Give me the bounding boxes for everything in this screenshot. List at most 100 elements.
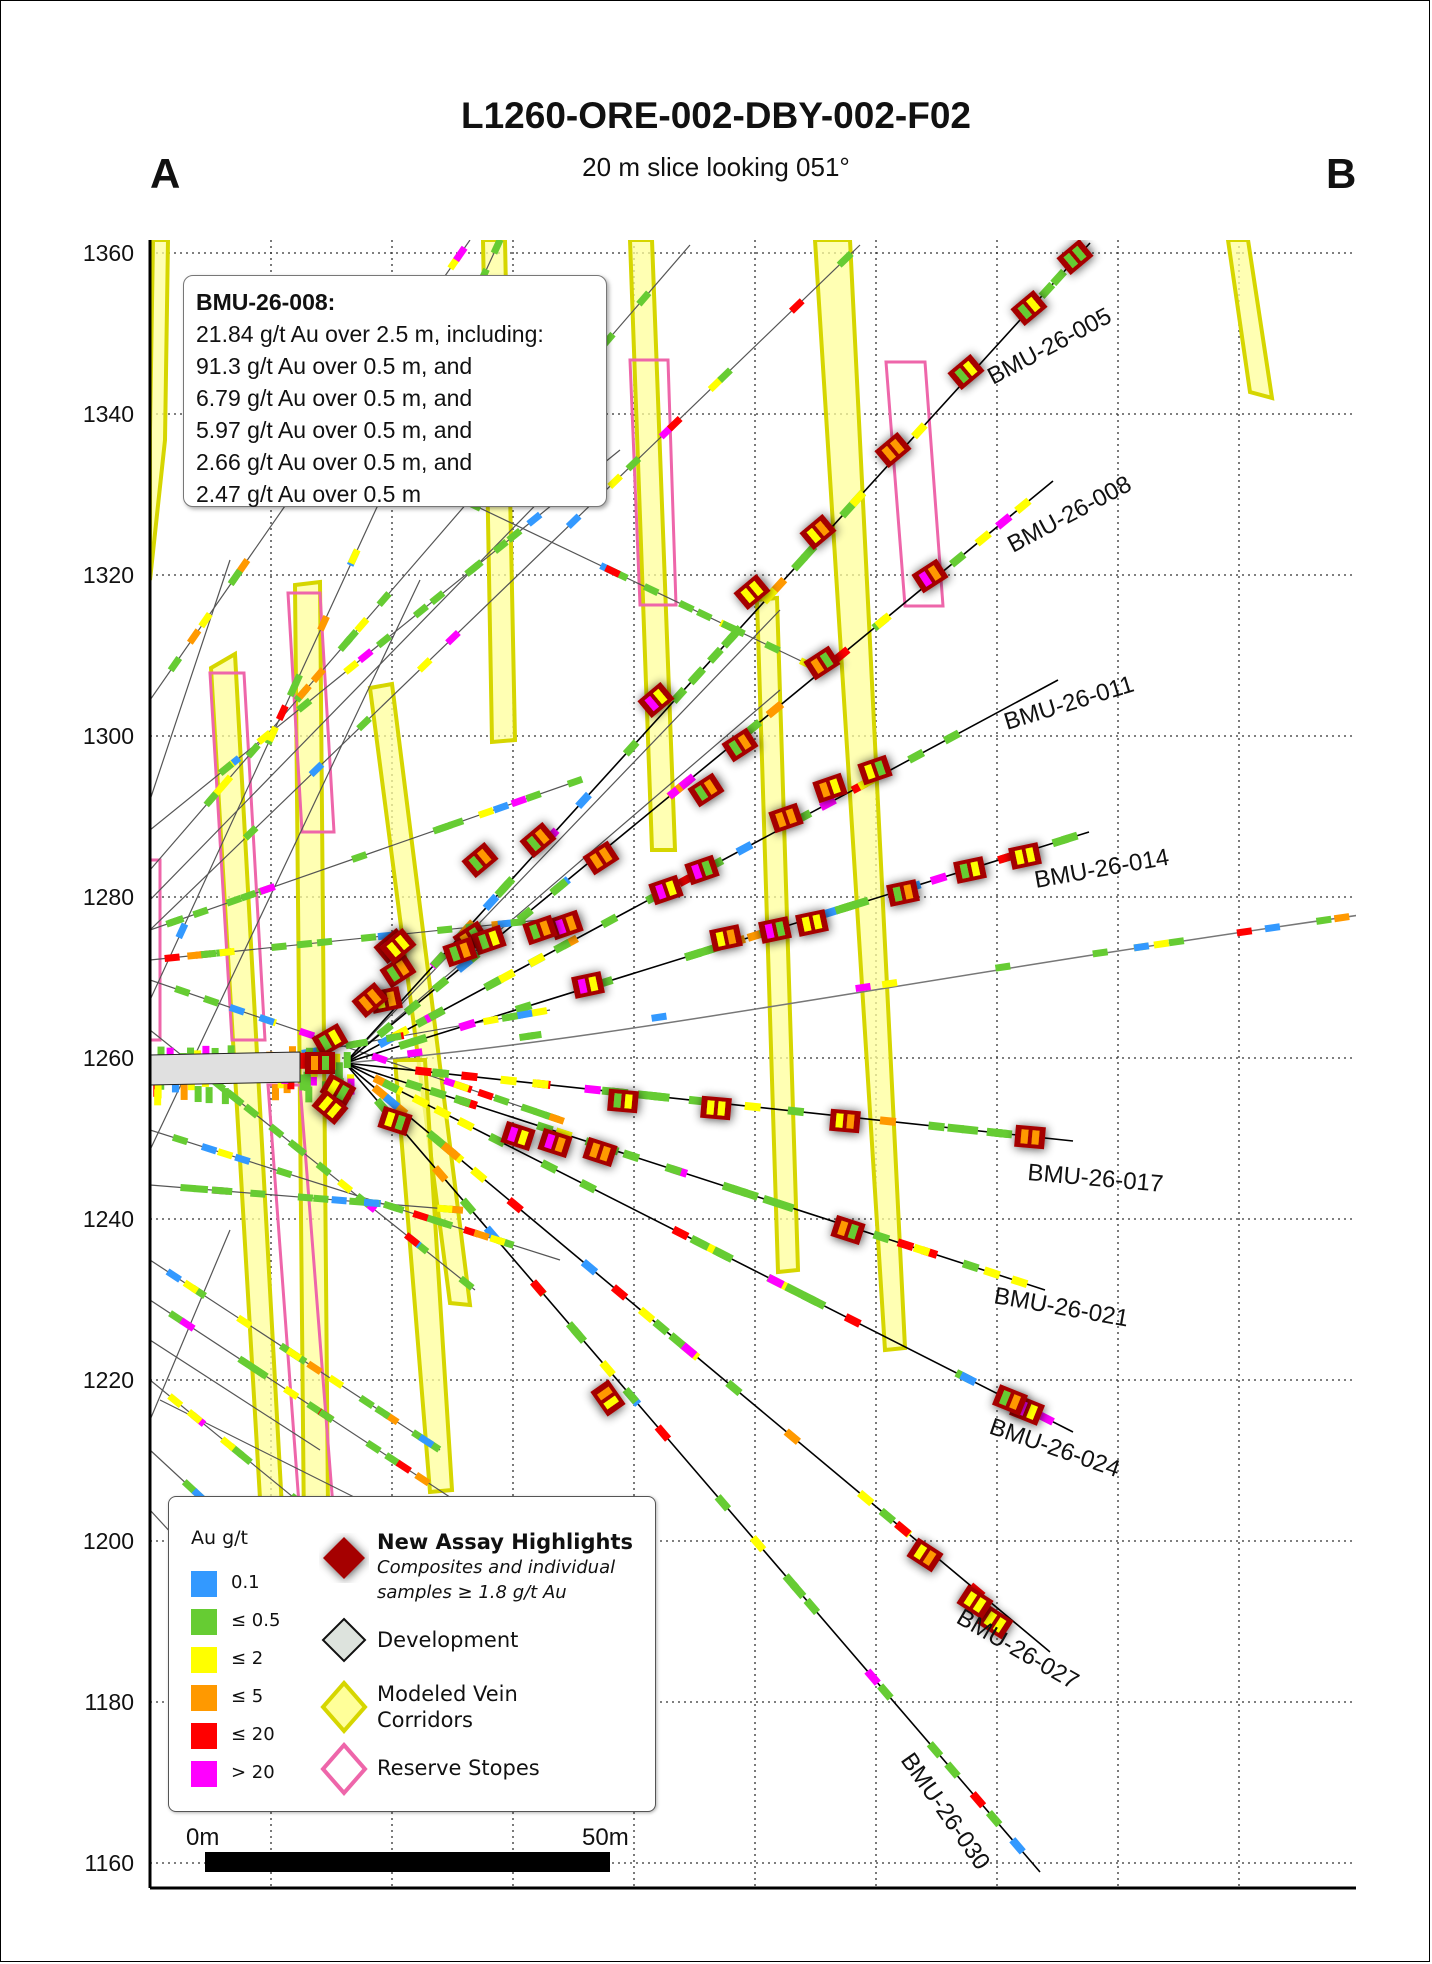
assay-tick [194, 1086, 202, 1103]
assay-tick [447, 817, 465, 830]
hole-label: BMU-26-017 [1026, 1159, 1164, 1198]
assay-tick [642, 583, 660, 596]
y-tick-label: 1200 [83, 1528, 134, 1554]
vein-corridor [150, 240, 171, 581]
assay-tick [202, 995, 220, 1007]
callout-line: 2.47 g/t Au over 0.5 m [196, 481, 422, 507]
assay-tick [174, 985, 191, 997]
assay-tick [986, 1127, 1004, 1138]
assay-tick [600, 913, 619, 929]
assay-tick [678, 773, 696, 790]
legend-highlight-title: New Assay Highlights [377, 1530, 633, 1554]
assay-tick [299, 1074, 307, 1091]
assay-tick [1315, 915, 1332, 925]
hole-label: BMU-26-011 [1001, 671, 1137, 736]
assay-highlight [519, 821, 557, 859]
assay-tick [500, 1075, 517, 1086]
assay-highlight [379, 953, 417, 989]
assay-tick [983, 1266, 1001, 1280]
assay-highlight [471, 924, 507, 956]
assay-tick [181, 1479, 198, 1495]
legend-au-label: > 20 [231, 1762, 275, 1783]
assay-tick [243, 1103, 260, 1119]
assay-highlight [607, 1088, 639, 1114]
legend-swatch [191, 1647, 217, 1673]
hole-label: BMU-26-021 [992, 1282, 1131, 1332]
assay-tick [175, 922, 189, 940]
assay-tick [894, 1520, 912, 1538]
assay-tick [1009, 1837, 1026, 1855]
assay-tick [317, 614, 330, 632]
assay-tick [216, 1148, 234, 1160]
assay-tick [857, 1489, 875, 1507]
assay-tick [610, 1284, 629, 1301]
assay-tick [237, 1355, 254, 1370]
legend-au-title: Au g/t [191, 1527, 248, 1549]
assay-tick [458, 1275, 475, 1291]
assay-intervals [150, 240, 1350, 1855]
assay-tick [464, 561, 481, 577]
assay-tick [477, 806, 495, 819]
assay-tick [430, 951, 447, 969]
assay-tick [548, 1113, 565, 1125]
assay-tick [285, 1347, 303, 1362]
assay-tick [961, 1125, 979, 1135]
assay-tick [529, 1279, 547, 1297]
assay-tick [412, 1210, 429, 1222]
assay-tick [488, 1132, 506, 1148]
assay-highlight [799, 513, 837, 551]
collar-cluster [150, 1051, 301, 1086]
assay-tick [1014, 497, 1032, 514]
legend-swatch [191, 1685, 217, 1711]
section-subtitle: 20 m slice looking 051° [582, 152, 850, 182]
assay-tick [974, 530, 992, 547]
assay-tick [186, 628, 202, 645]
assay-tick [714, 1494, 732, 1512]
assay-highlight [351, 981, 389, 1019]
scale-bar [205, 1852, 610, 1872]
assay-tick [689, 1235, 708, 1250]
assay-tick [720, 620, 738, 634]
assay-highlight [684, 854, 720, 886]
assay-tick [766, 700, 785, 718]
assay-tick [494, 880, 512, 898]
assay-tick [668, 1332, 686, 1349]
assay-tick [849, 490, 867, 508]
assay-tick [259, 883, 276, 895]
assay-tick [313, 1194, 329, 1203]
assay-tick [403, 1232, 421, 1248]
assay-highlight [522, 914, 558, 946]
vein-corridor [1225, 240, 1275, 401]
assay-tick [839, 501, 856, 519]
assay-tick [874, 612, 892, 629]
assay-tick [297, 1193, 314, 1202]
assay-tick [872, 1230, 891, 1244]
assay-highlight [700, 1095, 732, 1121]
assay-tick [607, 473, 623, 489]
legend-swatch [191, 1723, 217, 1749]
assay-tick [514, 1001, 533, 1014]
assay-tick [411, 1094, 430, 1109]
assay-tick [566, 775, 584, 788]
assay-tick [436, 821, 453, 834]
assay-tick [225, 894, 243, 907]
assay-tick [363, 1198, 380, 1207]
assay-tick [553, 939, 572, 954]
legend-au-label: ≤ 20 [231, 1724, 275, 1745]
assay-tick [357, 648, 374, 664]
assay-tick [431, 976, 450, 993]
assay-tick [308, 761, 325, 778]
assay-tick [225, 1089, 242, 1104]
assay-tick [275, 1166, 293, 1179]
assay-highlight [911, 558, 949, 594]
assay-tick [437, 1204, 453, 1213]
assay-tick [818, 796, 837, 811]
assay-tick [242, 825, 259, 841]
assay-tick [689, 666, 707, 684]
assay-tick [784, 1283, 803, 1298]
assay-tick [651, 1012, 667, 1022]
assay-highlight [1010, 289, 1048, 327]
assay-tick [360, 933, 377, 942]
assay-tick [482, 893, 500, 911]
assay-tick [839, 900, 857, 914]
